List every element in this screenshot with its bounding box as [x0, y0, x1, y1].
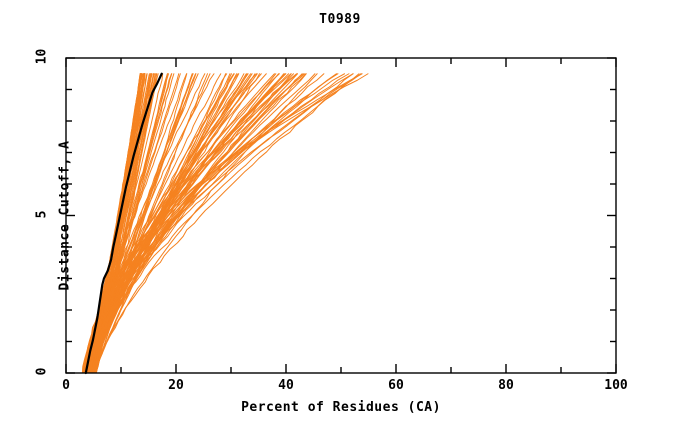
x-tick-label: 40 — [278, 378, 294, 393]
model-curve — [82, 73, 206, 374]
model-curve — [95, 73, 275, 374]
model-curve — [92, 73, 307, 374]
x-tick-label: 80 — [498, 378, 514, 393]
reference-curve — [84, 72, 163, 375]
axes-frame — [65, 57, 617, 374]
x-tick-label: 20 — [168, 378, 184, 393]
model-curve — [94, 73, 318, 374]
y-tick-label: 10 — [34, 48, 50, 65]
model-curve — [95, 73, 360, 374]
model-curve — [90, 73, 148, 374]
model-curve — [91, 73, 354, 374]
y-tick-label: 5 — [34, 210, 50, 218]
model-curve — [85, 73, 325, 374]
x-axis-label: Percent of Residues (CA) — [241, 400, 441, 415]
x-tick-label: 100 — [604, 378, 628, 393]
page-title: T0989 — [319, 12, 361, 27]
model-curve-group — [81, 73, 369, 374]
y-axis-label: Distance Cutoff, A — [57, 140, 73, 291]
model-curve — [83, 73, 304, 374]
model-curve — [92, 73, 228, 374]
y-tick-label: 0 — [34, 367, 50, 376]
model-curve — [93, 73, 227, 374]
model-curve — [90, 73, 316, 374]
x-tick-label: 60 — [388, 378, 404, 393]
model-curve — [89, 73, 292, 374]
x-tick-label: 0 — [62, 378, 70, 393]
